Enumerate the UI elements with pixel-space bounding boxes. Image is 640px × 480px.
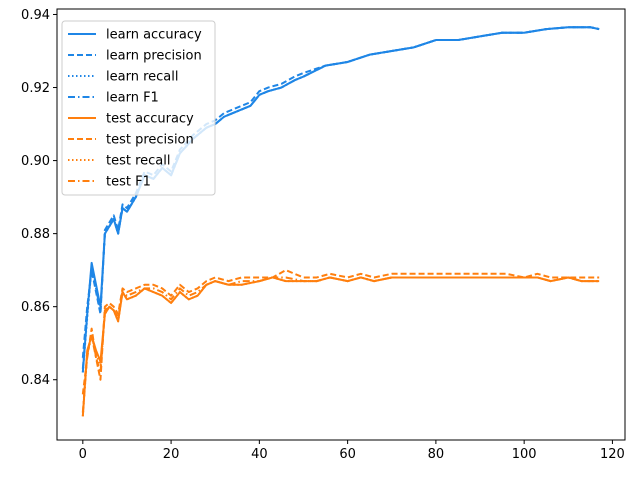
legend-label: learn F1 <box>106 91 159 106</box>
x-tick-label: 100 <box>512 447 537 462</box>
x-axis: 0 20 40 60 80 100 120 <box>79 440 625 462</box>
legend-label: learn accuracy <box>106 28 202 43</box>
legend-label: learn precision <box>106 49 202 64</box>
legend-label: learn recall <box>106 70 178 85</box>
legend-label: test F1 <box>106 175 151 190</box>
series-line-test-recall <box>81 276 600 417</box>
axes-frame <box>56 8 626 441</box>
x-tick-label: 20 <box>163 447 180 462</box>
series-line-test-f1 <box>81 276 600 413</box>
y-tick-label: 0.84 <box>21 373 50 388</box>
y-tick-label: 0.92 <box>21 81 50 96</box>
x-tick-label: 40 <box>251 447 268 462</box>
legend-label: test accuracy <box>106 112 194 127</box>
y-axis: 0.84 0.86 0.88 0.90 0.92 0.94 <box>21 8 57 388</box>
series-line-learn-f1 <box>81 26 600 369</box>
legend-label: test precision <box>106 133 194 148</box>
plot-area <box>81 26 600 417</box>
legend-box <box>61 20 216 196</box>
y-tick-label: 0.88 <box>21 227 50 242</box>
y-tick-label: 0.86 <box>21 300 50 315</box>
y-tick-label: 0.94 <box>21 8 50 23</box>
legend-label: test recall <box>106 154 171 169</box>
y-tick-label: 0.90 <box>21 154 50 169</box>
x-tick-label: 120 <box>600 447 625 462</box>
series-line-test-precision <box>81 269 600 395</box>
legend: learn accuracy learn precision learn recal… <box>61 20 216 196</box>
x-tick-label: 0 <box>79 447 87 462</box>
x-tick-label: 60 <box>339 447 356 462</box>
x-tick-label: 80 <box>428 447 445 462</box>
